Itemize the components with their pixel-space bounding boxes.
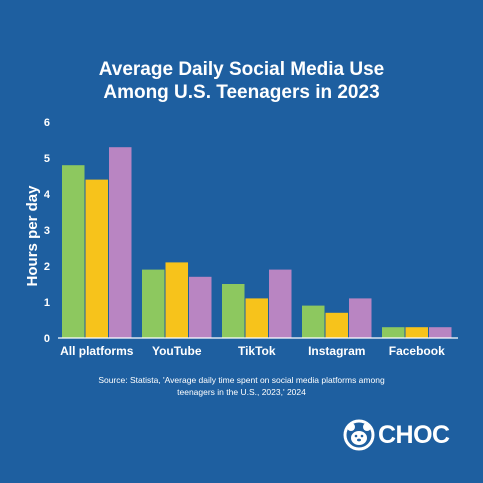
bar	[165, 262, 188, 338]
source-line-2: teenagers in the U.S., 2023,' 2024	[177, 387, 306, 397]
bar	[222, 284, 245, 338]
x-tick-label: Facebook	[389, 344, 445, 358]
x-tick-label: All platforms	[60, 344, 134, 358]
y-tick-label: 6	[44, 117, 50, 129]
bar	[349, 298, 372, 338]
bar	[189, 276, 212, 338]
bar	[325, 312, 348, 338]
bar	[269, 269, 292, 338]
logo-wordmark: CHOC	[378, 420, 450, 449]
bar	[109, 147, 132, 338]
bar	[142, 269, 165, 338]
x-tick-label: YouTube	[152, 344, 202, 358]
y-tick-label: 4	[44, 189, 51, 201]
chart-title-line-2: Among U.S. Teenagers in 2023	[103, 82, 380, 103]
bar	[245, 298, 268, 338]
y-tick-label: 2	[44, 261, 50, 273]
choc-logo: CHOC	[343, 418, 450, 452]
x-tick-label: Instagram	[308, 344, 365, 358]
bar	[85, 179, 108, 338]
bar	[405, 327, 428, 338]
source-line-1: Source: Statista, 'Average daily time sp…	[98, 375, 385, 385]
y-tick-label: 5	[44, 153, 50, 165]
y-tick-label: 1	[44, 297, 50, 309]
y-tick-label: 3	[44, 225, 50, 237]
bar	[302, 305, 325, 338]
y-tick-label: 0	[44, 333, 50, 345]
bar	[429, 327, 452, 338]
x-tick-label: TikTok	[238, 344, 276, 358]
bar	[62, 165, 85, 338]
bar	[382, 327, 405, 338]
source-note: Source: Statista, 'Average daily time sp…	[40, 374, 443, 398]
chart-title-line-1: Average Daily Social Media Use	[98, 59, 385, 80]
bear-face-icon	[343, 419, 375, 451]
y-axis-title: Hours per day	[24, 185, 41, 287]
